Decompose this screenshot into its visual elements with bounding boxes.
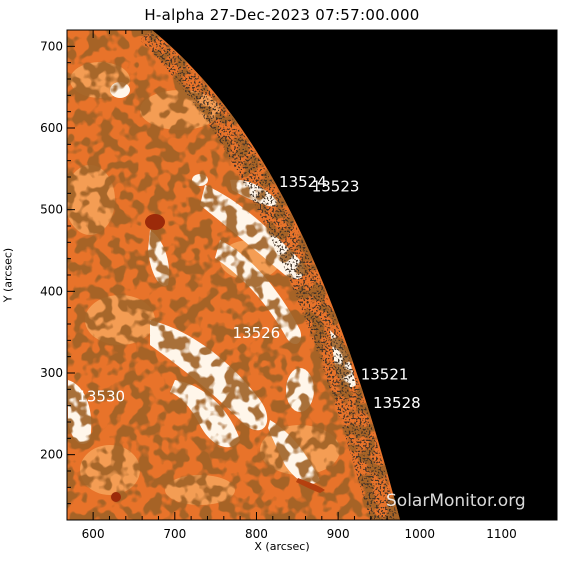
x-tick-label: 600 — [82, 527, 105, 541]
y-tick-label: 600 — [40, 121, 63, 135]
y-tick-label: 400 — [40, 284, 63, 298]
region-label-13523: 13523 — [312, 178, 360, 196]
y-tick-label: 200 — [40, 448, 63, 462]
region-label-13521: 13521 — [361, 366, 409, 384]
dark-spot — [111, 492, 121, 502]
y-tick-label: 300 — [40, 366, 63, 380]
x-tick-label: 800 — [245, 527, 268, 541]
x-axis-label: X (arcsec) — [254, 540, 310, 553]
region-label-13524: 13524 — [279, 173, 327, 191]
watermark: SolarMonitor.org — [386, 491, 526, 511]
y-tick-label: 500 — [40, 203, 63, 217]
x-tick-label: 700 — [163, 527, 186, 541]
image-title: H-alpha 27-Dec-2023 07:57:00.000 — [144, 6, 420, 24]
x-tick-label: 900 — [327, 527, 350, 541]
region-label-13530: 13530 — [77, 388, 125, 406]
region-label-13526: 13526 — [233, 324, 281, 342]
y-tick-label: 700 — [40, 39, 63, 53]
x-tick-label: 1000 — [405, 527, 436, 541]
x-tick-label: 1100 — [486, 527, 517, 541]
dark-spot — [145, 214, 165, 230]
y-axis-label: Y (arcsec) — [1, 247, 15, 303]
region-label-13528: 13528 — [373, 394, 421, 412]
